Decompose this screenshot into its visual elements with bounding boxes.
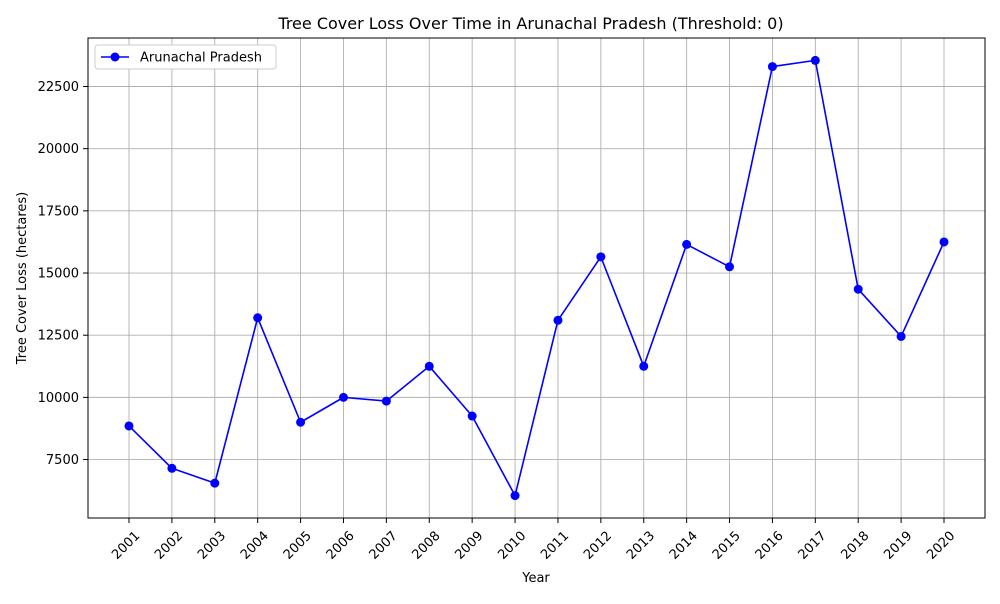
- x-tick-label: 2015: [710, 529, 744, 563]
- x-tick-label: 2007: [367, 529, 401, 563]
- x-tick-label: 2016: [753, 529, 787, 563]
- data-point-2011: [553, 315, 563, 325]
- data-point-2006: [338, 392, 348, 402]
- y-tick-label: 12500: [38, 329, 79, 344]
- x-tick-label: 2009: [452, 529, 486, 563]
- x-tick-label: 2013: [624, 529, 658, 563]
- legend: Arunachal Pradesh: [94, 44, 277, 70]
- data-point-2020: [939, 237, 949, 247]
- y-tick-label: 20000: [38, 142, 79, 157]
- data-point-2002: [167, 463, 177, 473]
- x-tick-label: 2019: [881, 529, 915, 563]
- x-tick-label: 2008: [410, 529, 444, 563]
- data-point-2017: [810, 55, 820, 65]
- legend-box: [94, 44, 277, 70]
- grid-lines: [88, 38, 985, 518]
- x-axis: 2001 2002 2003 2004 2005 2006 2007 2008 2009 2010…: [109, 518, 958, 563]
- series-layer: [124, 55, 949, 501]
- data-point-2005: [296, 417, 306, 427]
- legend-label: Arunachal Pradesh: [140, 51, 262, 66]
- x-axis-label: Year: [521, 571, 550, 586]
- x-tick-label: 2005: [281, 529, 315, 563]
- x-tick-label: 2004: [238, 529, 272, 563]
- x-tick-label: 2003: [195, 529, 229, 563]
- data-point-2009: [467, 411, 477, 421]
- legend-marker-swatch: [110, 52, 120, 62]
- data-point-2007: [381, 396, 391, 406]
- x-tick-label: 2006: [324, 529, 358, 563]
- data-point-2016: [767, 62, 777, 72]
- data-point-2014: [682, 239, 692, 249]
- x-tick-label: 2017: [796, 529, 830, 563]
- data-point-2018: [853, 284, 863, 294]
- x-tick-label: 2018: [838, 529, 872, 563]
- data-point-2013: [639, 361, 649, 371]
- y-tick-label: 7500: [46, 453, 79, 468]
- y-axis-label: Tree Cover Loss (hectares): [15, 192, 30, 366]
- data-point-2003: [210, 478, 220, 488]
- chart-title: Tree Cover Loss Over Time in Arunachal P…: [277, 14, 783, 33]
- y-tick-label: 10000: [38, 391, 79, 406]
- x-tick-label: 2011: [538, 529, 572, 563]
- series-line: [128, 59, 945, 497]
- x-tick-label: 2010: [495, 529, 529, 563]
- data-point-2015: [725, 262, 735, 272]
- y-axis: 7500 10000 12500 15000 17500 20000 22500: [38, 80, 88, 468]
- data-point-2004: [253, 313, 263, 323]
- data-point-2019: [896, 331, 906, 341]
- x-tick-label: 2001: [109, 529, 143, 563]
- plot-frame: [87, 37, 986, 519]
- x-tick-label: 2012: [581, 529, 615, 563]
- y-tick-label: 17500: [38, 204, 79, 219]
- y-tick-label: 22500: [38, 80, 79, 95]
- data-point-2001: [124, 421, 134, 431]
- x-tick-label: 2002: [152, 529, 186, 563]
- y-tick-label: 15000: [38, 267, 79, 282]
- x-tick-label: 2014: [667, 529, 701, 563]
- data-point-2012: [596, 252, 606, 262]
- x-tick-label: 2020: [924, 529, 958, 563]
- data-point-2008: [424, 361, 434, 371]
- data-point-2010: [510, 491, 520, 501]
